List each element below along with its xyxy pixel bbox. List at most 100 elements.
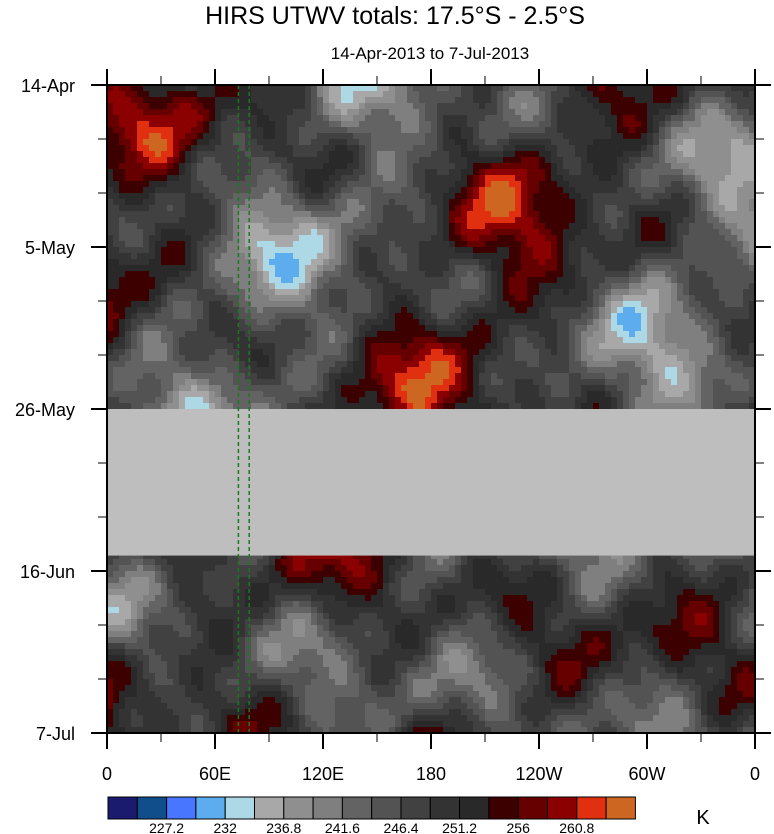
field-cell <box>119 97 126 104</box>
field-cell <box>263 109 270 116</box>
field-cell <box>377 277 384 284</box>
field-cell <box>449 325 456 332</box>
field-cell <box>407 163 414 170</box>
field-cell <box>725 223 732 230</box>
field-cell <box>413 229 420 236</box>
field-cell <box>323 115 330 122</box>
field-cell <box>419 217 426 224</box>
field-cell <box>143 163 150 170</box>
field-cell <box>365 277 372 284</box>
field-cell <box>191 295 198 302</box>
field-cell <box>635 235 642 242</box>
field-cell <box>551 325 558 332</box>
field-cell <box>143 235 150 242</box>
field-cell <box>527 151 534 158</box>
field-cell <box>635 121 642 128</box>
field-cell <box>425 217 432 224</box>
field-cell <box>485 289 492 296</box>
field-cell <box>689 337 696 344</box>
field-cell <box>359 133 366 140</box>
field-cell <box>293 313 300 320</box>
field-cell <box>431 151 438 158</box>
field-cell <box>137 85 144 92</box>
field-cell <box>227 355 234 362</box>
field-cell <box>443 187 450 194</box>
field-cell <box>587 295 594 302</box>
field-cell <box>245 259 252 266</box>
field-cell <box>635 109 642 116</box>
field-cell <box>107 361 114 368</box>
field-cell <box>227 187 234 194</box>
field-cell <box>509 145 516 152</box>
field-cell <box>569 169 576 176</box>
field-cell <box>377 169 384 176</box>
field-cell <box>299 259 306 266</box>
field-cell <box>719 133 726 140</box>
field-cell <box>629 235 636 242</box>
field-cell <box>407 337 414 344</box>
field-cell <box>149 121 156 128</box>
field-cell <box>515 325 522 332</box>
field-cell <box>725 211 732 218</box>
field-cell <box>623 151 630 158</box>
field-cell <box>473 85 480 92</box>
field-cell <box>659 199 666 206</box>
field-cell <box>479 355 486 362</box>
field-cell <box>257 295 264 302</box>
field-cell <box>653 289 660 296</box>
field-cell <box>719 91 726 98</box>
field-cell <box>311 277 318 284</box>
field-cell <box>425 181 432 188</box>
field-cell <box>623 235 630 242</box>
field-cell <box>425 85 432 92</box>
field-cell <box>695 229 702 236</box>
field-cell <box>233 217 240 224</box>
field-cell <box>557 265 564 272</box>
field-cell <box>365 139 372 146</box>
field-cell <box>473 337 480 344</box>
field-cell <box>323 199 330 206</box>
field-cell <box>401 145 408 152</box>
field-cell <box>371 325 378 332</box>
field-cell <box>299 253 306 260</box>
field-cell <box>431 103 438 110</box>
field-cell <box>107 205 114 212</box>
field-cell <box>593 229 600 236</box>
field-cell <box>185 361 192 368</box>
field-cell <box>563 259 570 266</box>
field-cell <box>119 271 126 278</box>
field-cell <box>269 133 276 140</box>
field-cell <box>347 259 354 266</box>
field-cell <box>275 235 282 242</box>
field-cell <box>275 127 282 134</box>
field-cell <box>527 295 534 302</box>
field-cell <box>305 331 312 338</box>
field-cell <box>233 91 240 98</box>
field-cell <box>119 229 126 236</box>
field-cell <box>149 127 156 134</box>
field-cell <box>275 349 282 356</box>
field-cell <box>311 325 318 332</box>
field-cell <box>137 349 144 356</box>
field-cell <box>341 133 348 140</box>
field-cell <box>533 325 540 332</box>
field-cell <box>281 283 288 290</box>
field-cell <box>449 175 456 182</box>
field-cell <box>449 109 456 116</box>
field-cell <box>305 127 312 134</box>
field-cell <box>719 289 726 296</box>
field-cell <box>203 307 210 314</box>
field-cell <box>485 91 492 98</box>
field-cell <box>389 307 396 314</box>
field-cell <box>305 355 312 362</box>
field-cell <box>359 271 366 278</box>
field-cell <box>341 235 348 242</box>
field-cell <box>449 283 456 290</box>
field-cell <box>515 247 522 254</box>
field-cell <box>647 253 654 260</box>
field-cell <box>533 331 540 338</box>
field-cell <box>479 313 486 320</box>
field-cell <box>161 301 168 308</box>
field-cell <box>497 355 504 362</box>
field-cell <box>707 109 714 116</box>
